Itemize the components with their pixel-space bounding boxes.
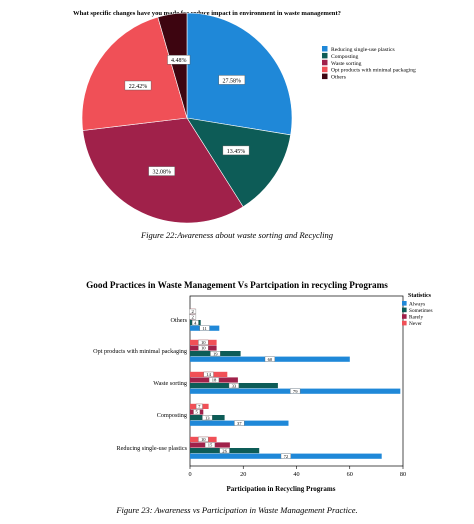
bar-value-label: 11 (202, 326, 207, 331)
pie-value-label: 22.42% (129, 84, 148, 90)
pie-slice (81, 16, 188, 131)
figure-23-caption: Figure 23: Awareness vs Participation in… (116, 505, 358, 515)
bar-value-label: 5 (196, 410, 199, 415)
pie-slice (186, 12, 293, 136)
pie-legend-label: Others (331, 75, 346, 81)
bar-value-label: 2 (192, 315, 195, 320)
bar-value-label-box (280, 453, 291, 459)
bar-value-label-box (290, 388, 301, 394)
bar-value-label-box (199, 325, 210, 331)
pie-value-label: 27.58% (223, 78, 242, 84)
pie-legend-swatch (322, 52, 328, 59)
pie-value-label-box (218, 75, 246, 85)
bar-category-label: Waste sorting (153, 380, 187, 387)
bar-legend-title: Statistics (408, 293, 432, 299)
bar-value-label-box (204, 442, 216, 448)
pie-legend-swatch (322, 46, 328, 52)
bar-category-label: Composting (157, 412, 187, 419)
pie-value-label-box (148, 166, 176, 176)
bar-value-label: 14 (206, 372, 211, 377)
pie-value-label-box (167, 55, 191, 65)
bar-chart-title: Good Practices in Waste Management Vs Pa… (86, 280, 388, 290)
pie-value-label: 4.48% (171, 58, 187, 64)
bar-legend-label: Rarely (409, 315, 423, 321)
bar-category-label: Reducing single-use plastics (117, 445, 188, 452)
bar-value-label: 13 (205, 415, 210, 420)
pie-legend-label: Waste sorting (331, 61, 362, 67)
bar-value-label-box (210, 351, 221, 357)
bar-value-label: 15 (208, 443, 213, 448)
pie-value-label: 13.45% (227, 149, 246, 155)
x-tick-label: 60 (347, 471, 353, 478)
pie-slice (157, 12, 188, 119)
pie-chart: 27.58% 13.45% 32.08% 22.42% 4.48% (81, 12, 293, 224)
bar-value-label-box (228, 383, 239, 389)
x-tick-label: 80 (400, 471, 406, 478)
x-tick-label: 0 (188, 471, 191, 478)
bar-value-label: 37 (237, 421, 242, 426)
pie-chart-title: What specific changes have you made for … (73, 10, 341, 17)
bar-value-label-box (193, 409, 201, 415)
bar-value-label: 7 (198, 404, 201, 409)
bar-legend-swatch (402, 307, 407, 313)
bar-value-label-box (264, 356, 275, 362)
bar-legend-label: Sometimes (409, 308, 433, 314)
pie-legend-swatch (322, 66, 328, 73)
bar-value-label: 26 (222, 448, 227, 453)
bar-value-label-box (191, 320, 199, 326)
bar-value-label-box (189, 314, 197, 320)
bar-value-label: 79 (293, 389, 298, 394)
bar-value-label-box (195, 403, 203, 409)
pie-value-label-box (222, 145, 250, 156)
x-tick-label: 20 (240, 471, 246, 478)
pie-legend-label: Reducing single-use plastics (331, 47, 395, 53)
x-tick-label: 40 (293, 471, 299, 478)
bar-category-label: Opt products with minimal packaging (93, 348, 187, 355)
figure-22-caption: Figure 22:Awareness about waste sorting … (140, 230, 333, 240)
bar-value-label-box (203, 371, 214, 377)
bar-value-label: 10 (201, 346, 206, 351)
bar-value-label-box (219, 448, 230, 454)
bar-value-label: 72 (284, 454, 289, 459)
pie-legend-swatch (322, 59, 328, 66)
bar-value-label-box (208, 377, 220, 383)
bar-value-label: 19 (213, 351, 218, 356)
pie-legend-label: Composting (331, 54, 359, 60)
pie-legend-label: Opt products with minimal packaging (331, 68, 416, 74)
bar-legend-swatch (402, 314, 407, 319)
bar-value-label: 4 (194, 320, 197, 325)
bar-value-label: 60 (268, 357, 273, 362)
bar-legend-label: Always (409, 301, 425, 307)
bar-legend-swatch (402, 320, 407, 326)
bar-value-label: 10 (201, 340, 206, 345)
bar-value-label: 2 (192, 309, 195, 314)
pie-legend: Reducing single-use plasticsCompostingWa… (322, 46, 416, 81)
bar-value-label: 10 (201, 437, 206, 442)
bar-legend-label: Never (409, 321, 422, 327)
bar-value-label-box (189, 308, 197, 314)
bar-value-label-box (198, 345, 209, 351)
bar-value-label-box (202, 415, 213, 421)
bar-legend-swatch (402, 301, 407, 306)
pie-value-label: 32.08% (152, 170, 171, 176)
pie-legend-swatch (322, 73, 328, 80)
pie-value-label-box (124, 80, 152, 91)
bar-value-label-box (198, 339, 209, 345)
bar-value-label-box (198, 436, 209, 442)
bar-x-axis-label: Participation in Recycling Programs (227, 485, 336, 493)
bar-value-label: 33 (232, 383, 237, 388)
bar-value-label-box (234, 420, 245, 426)
bar-category-label: Others (171, 317, 188, 324)
pie-slice (186, 117, 291, 208)
bar-value-label: 18 (212, 378, 217, 383)
